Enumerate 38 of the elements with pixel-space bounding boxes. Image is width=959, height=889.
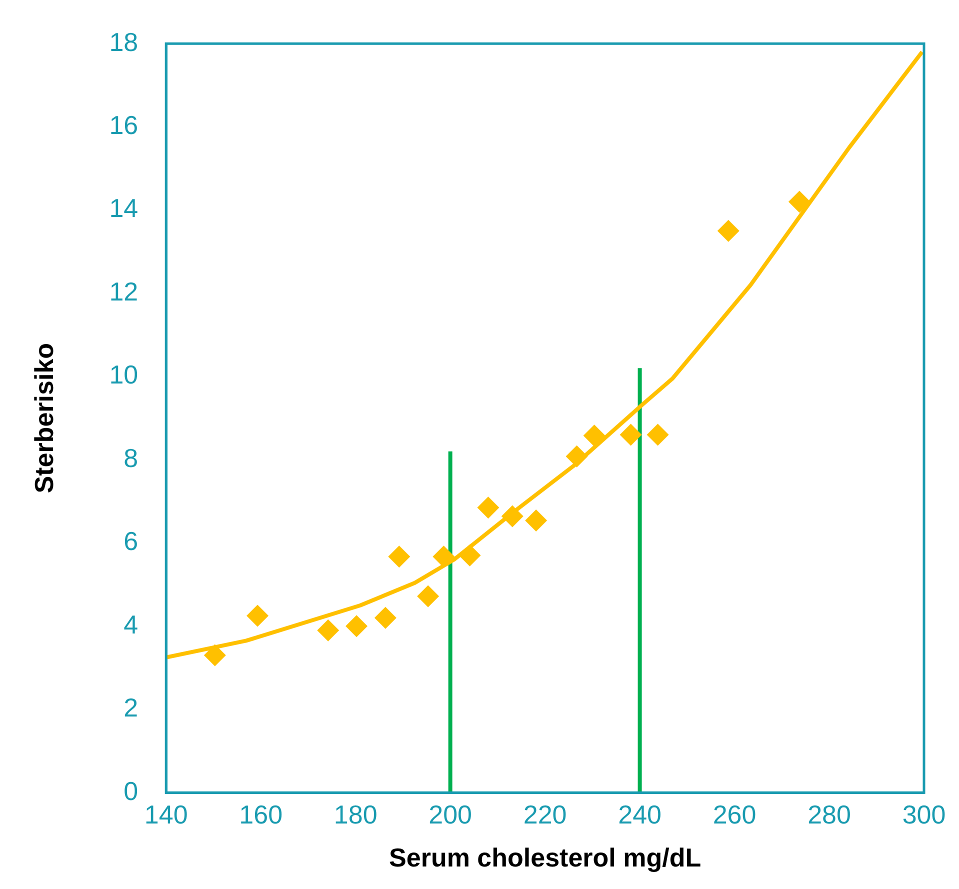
point xyxy=(417,585,440,608)
x-tick-label: 140 xyxy=(144,799,188,830)
point xyxy=(501,505,524,528)
point xyxy=(477,496,500,519)
y-axis-title: Sterberisiko xyxy=(28,342,59,494)
point xyxy=(317,619,340,642)
x-axis-title: Serum cholesterol mg/dL xyxy=(389,842,702,873)
point xyxy=(204,644,226,666)
y-tick-label: 0 xyxy=(124,776,138,806)
point xyxy=(346,615,368,638)
point xyxy=(717,220,740,242)
point xyxy=(620,424,642,446)
y-tick-label: 10 xyxy=(109,360,138,390)
x-tick-label: 280 xyxy=(808,799,851,830)
x-tick-label: 300 xyxy=(902,799,946,830)
x-tick-label: 220 xyxy=(523,799,567,830)
x-tick-label: 240 xyxy=(618,799,662,830)
point xyxy=(788,190,810,213)
y-tick-label: 2 xyxy=(124,692,138,723)
x-tick-label: 180 xyxy=(334,799,378,830)
x-tick-label: 260 xyxy=(712,799,756,830)
y-tick-label: 4 xyxy=(124,609,138,640)
point xyxy=(388,546,410,568)
y-tick-label: 8 xyxy=(124,442,138,473)
x-tick-label: 160 xyxy=(239,799,283,830)
point xyxy=(646,424,669,446)
point xyxy=(566,445,588,468)
y-tick-label: 18 xyxy=(109,26,138,57)
y-tick-label: 6 xyxy=(124,526,138,556)
y-tick-label: 16 xyxy=(109,110,138,140)
point xyxy=(525,509,548,532)
point xyxy=(374,606,396,629)
y-tick-label: 12 xyxy=(109,276,138,306)
y-tick-label: 14 xyxy=(109,193,138,224)
point xyxy=(583,424,606,447)
point xyxy=(458,544,481,566)
point xyxy=(246,604,269,627)
x-tick-label: 200 xyxy=(428,799,472,830)
